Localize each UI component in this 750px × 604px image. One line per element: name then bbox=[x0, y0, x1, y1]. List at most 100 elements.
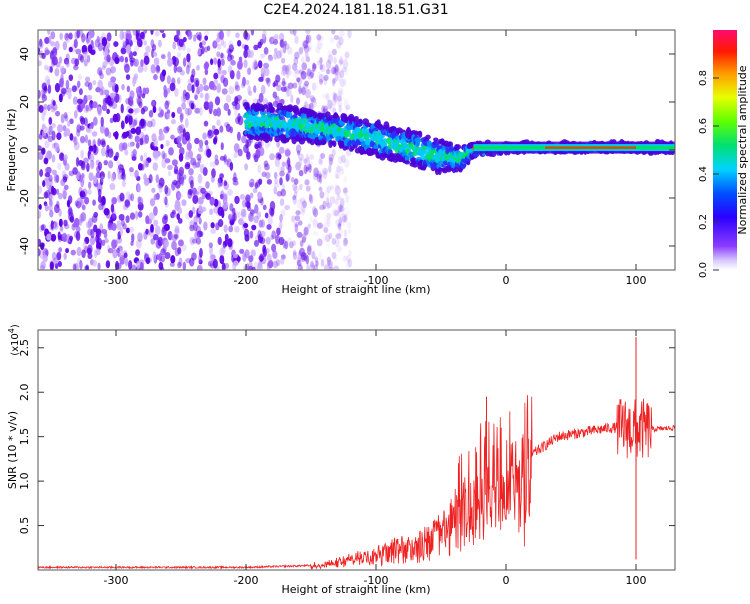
noise-cell bbox=[211, 125, 216, 131]
noise-cell bbox=[344, 255, 349, 262]
noise-cell bbox=[195, 213, 201, 219]
noise-cell bbox=[88, 125, 93, 134]
noise-cell bbox=[135, 142, 140, 149]
noise-cell bbox=[253, 239, 260, 247]
noise-cell bbox=[285, 91, 290, 98]
noise-cell bbox=[323, 264, 329, 270]
noise-cell bbox=[327, 54, 334, 64]
noise-cell bbox=[84, 196, 90, 205]
noise-cell bbox=[298, 169, 304, 177]
noise-cell bbox=[144, 87, 150, 95]
noise-cell bbox=[139, 31, 145, 40]
noise-cell bbox=[304, 179, 310, 186]
ridge-cell bbox=[300, 113, 306, 119]
noise-cell bbox=[228, 44, 234, 53]
noise-cell bbox=[339, 202, 344, 212]
noise-cell bbox=[180, 95, 187, 103]
noise-cell bbox=[216, 119, 221, 126]
noise-cell bbox=[88, 145, 94, 152]
noise-cell bbox=[259, 237, 266, 245]
noise-cell bbox=[325, 92, 330, 102]
noise-cell bbox=[249, 192, 254, 199]
noise-cell bbox=[107, 221, 113, 229]
colorbar-tick-label: 0.8 bbox=[698, 70, 709, 86]
noise-cell bbox=[97, 66, 103, 76]
noise-cell bbox=[178, 257, 183, 267]
noise-cell bbox=[185, 64, 190, 75]
ridge-cell bbox=[309, 138, 315, 146]
noise-cell bbox=[331, 251, 337, 260]
noise-cell bbox=[161, 226, 167, 237]
noise-cell bbox=[338, 227, 344, 237]
noise-cell bbox=[284, 239, 289, 248]
noise-cell bbox=[258, 219, 264, 228]
noise-cell bbox=[286, 46, 293, 55]
noise-cell bbox=[125, 74, 131, 80]
noise-cell bbox=[126, 85, 131, 93]
noise-cell bbox=[65, 79, 70, 90]
noise-cell bbox=[226, 188, 233, 196]
noise-cell bbox=[229, 161, 234, 171]
noise-cell bbox=[135, 30, 139, 41]
noise-cell bbox=[257, 191, 263, 198]
noise-cell bbox=[86, 54, 91, 63]
noise-cell bbox=[155, 174, 160, 184]
noise-cell bbox=[273, 186, 278, 195]
noise-cell bbox=[298, 153, 304, 161]
noise-cell bbox=[338, 88, 344, 96]
noise-cell bbox=[124, 56, 129, 64]
noise-cell bbox=[288, 236, 292, 244]
noise-cell bbox=[301, 88, 308, 96]
noise-cell bbox=[300, 255, 306, 263]
noise-cell bbox=[114, 83, 119, 93]
noise-cell bbox=[258, 178, 263, 185]
noise-cell bbox=[264, 141, 270, 149]
noise-cell bbox=[205, 193, 211, 201]
noise-cell bbox=[158, 39, 162, 48]
noise-cell bbox=[44, 126, 48, 132]
noise-cell bbox=[87, 103, 93, 112]
colorbar-label: Normalized spectral amplitude bbox=[736, 65, 749, 234]
noise-cell bbox=[205, 181, 210, 189]
noise-cell bbox=[100, 175, 105, 183]
noise-cell bbox=[209, 161, 216, 168]
noise-cell bbox=[153, 206, 158, 216]
noise-cell bbox=[310, 97, 317, 104]
noise-cell bbox=[344, 106, 349, 112]
noise-cell bbox=[103, 159, 109, 166]
y-tick-label: 0 bbox=[18, 147, 31, 154]
noise-cell bbox=[54, 142, 60, 153]
noise-cell bbox=[264, 212, 269, 219]
noise-cell bbox=[38, 145, 42, 151]
noise-cell bbox=[320, 63, 326, 73]
noise-cell bbox=[184, 91, 190, 101]
x-tick-label: 100 bbox=[626, 574, 647, 587]
noise-cell bbox=[200, 187, 206, 194]
noise-cell bbox=[97, 262, 101, 270]
noise-cell bbox=[219, 247, 225, 257]
noise-cell bbox=[294, 35, 299, 44]
noise-cell bbox=[235, 32, 240, 39]
noise-cell bbox=[309, 216, 314, 223]
noise-cell bbox=[212, 258, 218, 269]
noise-cell bbox=[323, 226, 329, 234]
noise-cell bbox=[96, 35, 100, 44]
noise-cell bbox=[149, 198, 156, 207]
noise-cell bbox=[259, 230, 266, 238]
noise-cell bbox=[335, 233, 342, 240]
noise-cell bbox=[43, 157, 49, 165]
noise-cell bbox=[121, 168, 125, 177]
noise-cell bbox=[297, 250, 302, 261]
noise-cell bbox=[308, 163, 312, 174]
noise-cell bbox=[316, 41, 323, 50]
noise-cell bbox=[186, 142, 192, 152]
noise-cell bbox=[234, 109, 238, 117]
noise-cell bbox=[186, 135, 191, 143]
noise-cell bbox=[337, 210, 341, 218]
noise-cell bbox=[81, 33, 86, 43]
noise-cell bbox=[280, 209, 286, 217]
noise-cell bbox=[230, 54, 234, 60]
noise-cell bbox=[65, 37, 70, 44]
noise-cell bbox=[305, 185, 311, 192]
noise-cell bbox=[319, 57, 323, 65]
